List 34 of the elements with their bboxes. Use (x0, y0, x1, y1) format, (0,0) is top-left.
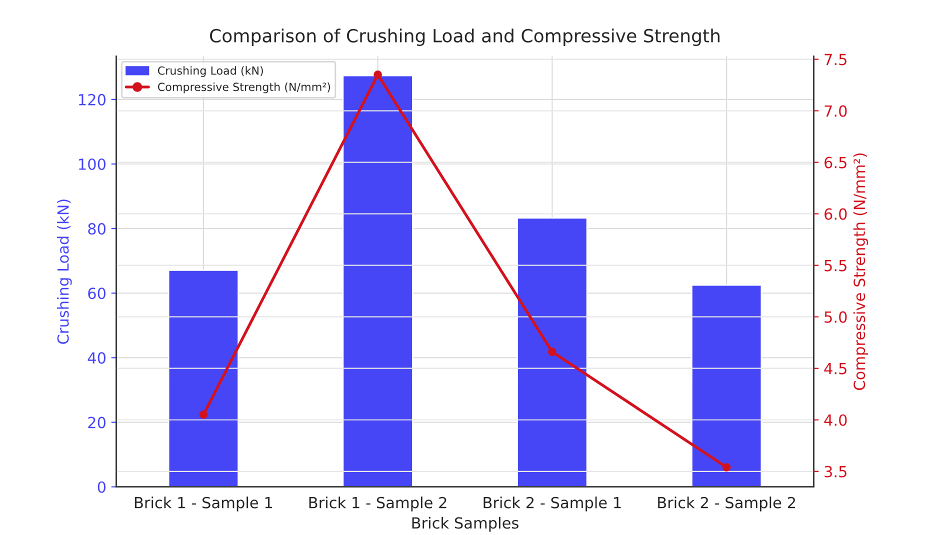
y2-tick-label: 5.5 (824, 260, 846, 272)
y-tick-label: 120 (79, 94, 106, 106)
x-tick-label: Brick 1 - Sample 2 (309, 496, 446, 512)
bar (516, 217, 588, 487)
x-tick-label: Brick 2 - Sample 1 (484, 496, 621, 512)
x-tick-label: Brick 1 - Sample 1 (134, 496, 272, 512)
chart-title: Comparison of Crushing Load and Compressive Strength (210, 28, 720, 46)
y-tick-label: 20 (88, 416, 106, 428)
y2-tick-label: 3.5 (824, 466, 846, 478)
y2-tick-label: 6.5 (824, 156, 846, 168)
y-tick-label: 0 (98, 481, 106, 493)
y-tick-label: 40 (88, 352, 106, 364)
y2-tick-label: 7.5 (824, 54, 846, 66)
y2-tick-label: 6.0 (824, 208, 847, 220)
y2-tick-label: 5.0 (824, 311, 847, 323)
point (199, 410, 208, 419)
legend-label: Crushing Load (kN) (158, 66, 263, 77)
bar (690, 284, 762, 487)
y-axis-title: Crushing Load (kN) (57, 200, 72, 344)
x-tick-label: Brick 2 - Sample 2 (658, 496, 795, 512)
point (548, 348, 556, 356)
y-tick-label: 100 (79, 158, 106, 170)
y2-tick-label: 4.0 (824, 414, 847, 426)
bar (168, 270, 240, 487)
y-tick-label: 60 (88, 288, 106, 300)
y2-tick-label: 4.5 (824, 363, 846, 374)
y2-axis-title: Compressive Strength (N/mm²) (853, 153, 868, 390)
y2-tick-label: 7.0 (824, 105, 847, 117)
legend-label: Compressive Strength (N/mm²) (158, 82, 330, 94)
bar (342, 74, 414, 487)
point (374, 70, 382, 79)
point (722, 463, 731, 472)
x-axis-title: Brick Samples (412, 516, 518, 532)
y-tick-label: 80 (88, 223, 106, 235)
